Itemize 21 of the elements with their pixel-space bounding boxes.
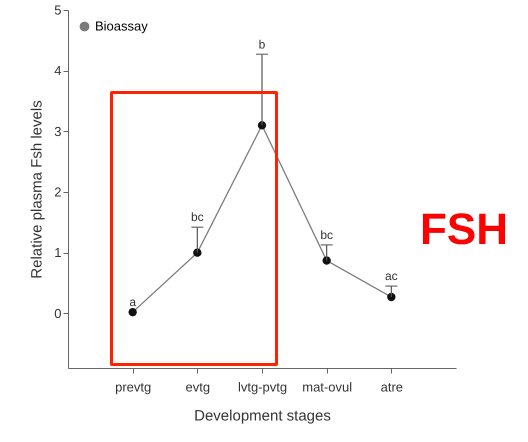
- x-tick-label: prevtg: [115, 380, 152, 394]
- y-axis-title: Relative plasma Fsh levels: [28, 100, 46, 279]
- y-tick-label: 1: [54, 245, 62, 260]
- annotation: a: [129, 295, 136, 310]
- x-tick-label: lvtg-pvtg: [238, 380, 288, 394]
- annotation: ac: [384, 269, 398, 284]
- x-tick-label: mat-ovul: [302, 380, 352, 394]
- x-axis-title: Development stages: [194, 408, 331, 424]
- y-tick-label: 2: [54, 184, 62, 200]
- point: [128, 308, 137, 316]
- y-tick-label: 5: [54, 2, 62, 18]
- y-tick-label: 0: [54, 306, 62, 321]
- x-tick-label: evtg: [186, 380, 210, 394]
- y-tick-label: 3: [54, 124, 62, 139]
- annotation: bc: [320, 228, 334, 242]
- annotation: b: [258, 37, 266, 52]
- annotation: bc: [190, 210, 204, 224]
- annotation: FSH: [420, 205, 508, 255]
- x-tick-label: atre: [380, 380, 404, 394]
- legend-label: Bioassay: [95, 18, 148, 34]
- y-tick-label: 4: [54, 63, 62, 78]
